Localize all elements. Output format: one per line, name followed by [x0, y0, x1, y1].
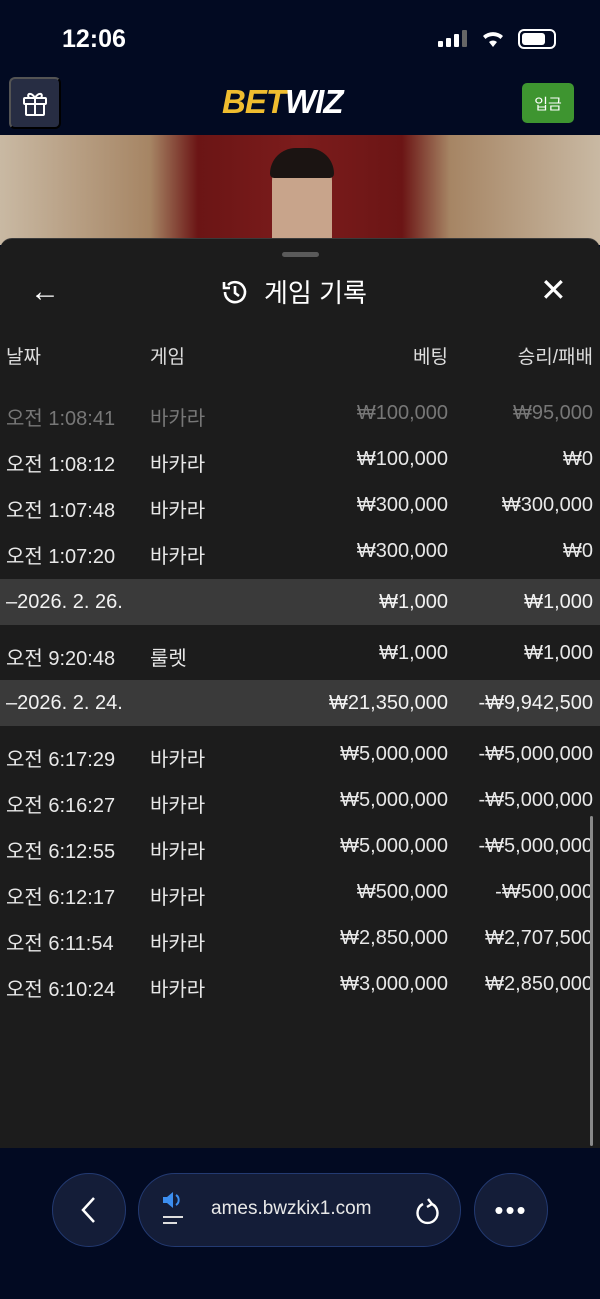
cell-bet: ₩100,000	[356, 448, 448, 470]
cell-result: ₩95,000	[512, 402, 593, 424]
table-row: 오전 6:12:55 바카라 ₩5,000,000 -₩5,000,000	[0, 823, 600, 869]
status-bar: 12:06	[0, 0, 600, 75]
cell-date: –2026. 2. 26.	[6, 591, 123, 613]
cell-game: 바카라	[150, 500, 206, 522]
cell-bet: ₩1,000	[379, 591, 448, 613]
table-row: 오전 6:11:54 바카라 ₩2,850,000 ₩2,707,500	[0, 915, 600, 961]
cell-result: -₩5,000,000	[478, 789, 593, 811]
wifi-icon	[483, 32, 503, 47]
table-row: 오전 6:10:24 바카라 ₩3,000,000 ₩2,850,000	[0, 961, 600, 1007]
table-row: 오전 1:08:41 바카라 ₩100,000 ₩95,000	[0, 390, 600, 436]
cell-game: 바카라	[150, 841, 206, 863]
cell-result: -₩5,000,000	[478, 835, 593, 857]
cell-result: -₩9,942,500	[478, 692, 593, 714]
cell-date: 오전 1:07:20	[6, 546, 116, 568]
cell-result: ₩2,707,500	[485, 927, 593, 949]
col-game: 게임	[150, 347, 185, 368]
history-icon	[222, 280, 247, 303]
cell-bet: ₩2,850,000	[340, 927, 448, 949]
cell-date: 오전 6:12:55	[6, 841, 116, 863]
cell-result: ₩2,850,000	[485, 973, 593, 995]
dealer-image	[270, 148, 334, 251]
cell-game: 바카라	[150, 933, 206, 955]
table-row: 오전 1:08:12 바카라 ₩100,000 ₩0	[0, 436, 600, 482]
cell-bet: ₩100,000	[356, 402, 448, 424]
reload-icon[interactable]	[415, 1198, 441, 1226]
cell-result: ₩0	[563, 540, 593, 562]
cell-game: 바카라	[150, 454, 206, 476]
cell-bet: ₩5,000,000	[340, 789, 448, 811]
cell-bet: ₩3,000,000	[340, 973, 448, 995]
cell-game: 바카라	[150, 408, 206, 430]
more-button[interactable]: •••	[474, 1173, 548, 1247]
table-row: 오전 9:20:48 룰렛 ₩1,000 ₩1,000	[0, 630, 600, 676]
cell-date: 오전 6:10:24	[6, 979, 116, 1001]
audio-reader-icon	[163, 1192, 183, 1224]
cell-game: 바카라	[150, 887, 206, 909]
signal-icon	[438, 30, 467, 47]
cell-game: 룰렛	[150, 648, 187, 670]
close-button[interactable]: ✕	[540, 272, 567, 308]
gift-button[interactable]	[9, 77, 61, 129]
cell-bet: ₩500,000	[356, 881, 448, 903]
panel-header: ← 게임 기록 ✕	[0, 261, 600, 317]
clock: 12:06	[62, 25, 126, 53]
cell-result: ₩1,000	[524, 642, 593, 664]
cell-game: 바카라	[150, 546, 206, 568]
table-row: 오전 1:07:48 바카라 ₩300,000 ₩300,000	[0, 482, 600, 528]
date-group-row[interactable]: –2026. 2. 24. ₩21,350,000 -₩9,942,500	[0, 680, 600, 726]
address-bar[interactable]: ames.bwzkix1.com	[138, 1173, 461, 1247]
table-row: 오전 6:17:29 바카라 ₩5,000,000 -₩5,000,000	[0, 731, 600, 777]
scrollbar[interactable]	[590, 816, 593, 1146]
cell-game: 바카라	[150, 795, 206, 817]
more-icon: •••	[494, 1194, 528, 1225]
cell-date: 오전 1:08:41	[6, 408, 116, 430]
gift-icon	[23, 92, 47, 116]
cell-result: ₩300,000	[501, 494, 593, 516]
table-row: 오전 6:12:17 바카라 ₩500,000 -₩500,000	[0, 869, 600, 915]
panel-title: 게임 기록	[264, 278, 367, 308]
back-arrow-button[interactable]: ←	[30, 275, 60, 308]
cell-result: ₩1,000	[524, 591, 593, 613]
betwiz-logo: BETWIZ	[222, 83, 343, 120]
game-history-panel: ← 게임 기록 ✕ 날짜 게임 베팅 승리/패배 오전 1:08:41 바카라 ₩1…	[0, 238, 600, 1148]
cell-result: -₩5,000,000	[478, 743, 593, 765]
deposit-button[interactable]: 입금	[522, 83, 574, 123]
cell-date: 오전 6:16:27	[6, 795, 116, 817]
col-result: 승리/패배	[517, 347, 593, 368]
cell-date: 오전 6:12:17	[6, 887, 116, 909]
browser-toolbar: ames.bwzkix1.com •••	[0, 1148, 600, 1299]
browser-back-button[interactable]	[52, 1173, 126, 1247]
cell-bet: ₩21,350,000	[329, 692, 448, 714]
cell-date: 오전 9:20:48	[6, 648, 116, 670]
url-text: ames.bwzkix1.com	[211, 1198, 372, 1219]
col-bet: 베팅	[413, 347, 448, 368]
cell-bet: ₩1,000	[379, 642, 448, 664]
cell-bet: ₩300,000	[356, 540, 448, 562]
cell-result: -₩500,000	[495, 881, 593, 903]
cell-bet: ₩5,000,000	[340, 743, 448, 765]
cell-game: 바카라	[150, 979, 206, 1001]
cell-result: ₩0	[563, 448, 593, 470]
top-bar: BETWIZ 입금	[0, 75, 600, 135]
cell-date: 오전 1:08:12	[6, 454, 116, 476]
cell-bet: ₩300,000	[356, 494, 448, 516]
cell-game: 바카라	[150, 749, 206, 771]
cell-date: 오전 6:11:54	[6, 933, 114, 955]
battery-icon	[518, 29, 556, 49]
date-group-row[interactable]: –2026. 2. 26. ₩1,000 ₩1,000	[0, 579, 600, 625]
table-header: 날짜 게임 베팅 승리/패배	[0, 330, 600, 376]
table-row: 오전 6:16:27 바카라 ₩5,000,000 -₩5,000,000	[0, 777, 600, 823]
cell-date: 오전 1:07:48	[6, 500, 116, 522]
live-dealer-video	[0, 135, 600, 251]
table-row: 오전 1:07:20 바카라 ₩300,000 ₩0	[0, 528, 600, 574]
cell-date: 오전 6:17:29	[6, 749, 116, 771]
col-date: 날짜	[6, 347, 41, 368]
cell-date: –2026. 2. 24.	[6, 692, 123, 714]
cell-bet: ₩5,000,000	[340, 835, 448, 857]
chevron-left-icon	[81, 1197, 95, 1223]
drag-handle[interactable]	[282, 252, 319, 257]
